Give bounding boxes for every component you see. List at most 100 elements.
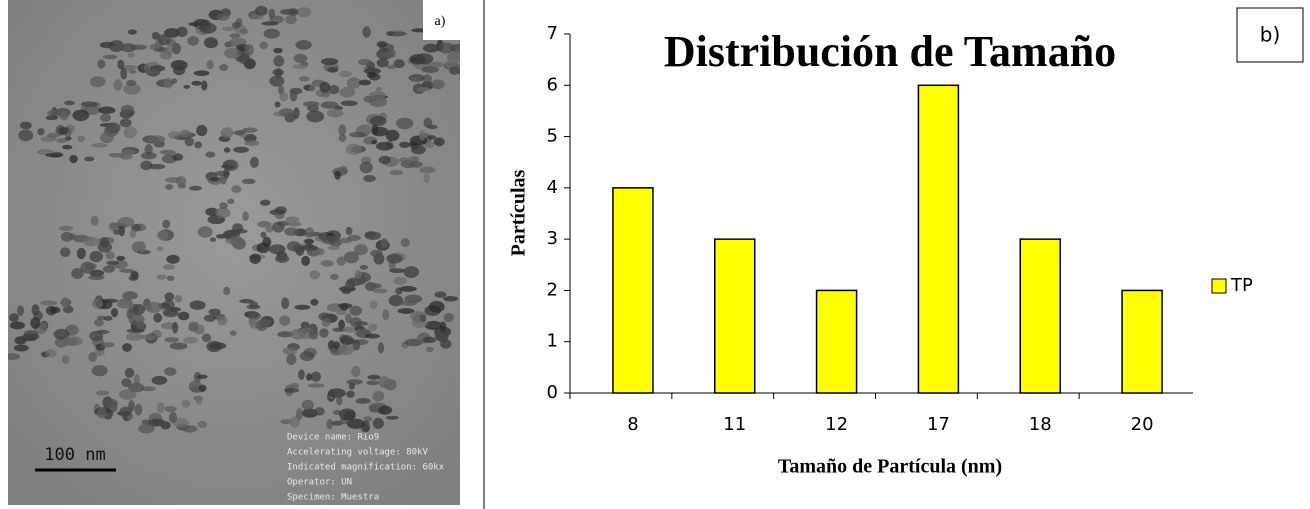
particle bbox=[434, 331, 448, 342]
particle bbox=[320, 57, 339, 66]
particle bbox=[372, 417, 384, 430]
particle bbox=[72, 109, 90, 122]
particle bbox=[220, 127, 234, 139]
particle bbox=[166, 254, 180, 264]
particle bbox=[433, 137, 445, 146]
particle bbox=[359, 264, 368, 270]
panel-label-box bbox=[1236, 7, 1304, 63]
particle bbox=[37, 128, 45, 136]
particle bbox=[285, 14, 297, 25]
particle bbox=[327, 388, 346, 398]
particle bbox=[90, 76, 106, 88]
particle bbox=[91, 365, 108, 377]
particle bbox=[219, 202, 228, 210]
particle bbox=[293, 107, 300, 120]
particle bbox=[123, 83, 141, 95]
particle bbox=[363, 68, 381, 75]
particle bbox=[296, 7, 312, 18]
x-axis-label: Tamaño de Partícula (nm) bbox=[778, 456, 1002, 478]
particle bbox=[272, 68, 284, 76]
y-tick-label: 0 bbox=[547, 382, 558, 403]
particle bbox=[69, 154, 78, 164]
particle bbox=[119, 118, 132, 128]
particle bbox=[378, 155, 391, 165]
particle bbox=[415, 53, 434, 65]
particle bbox=[182, 336, 199, 344]
particle bbox=[119, 406, 132, 418]
particle bbox=[338, 124, 347, 136]
particle bbox=[272, 221, 285, 233]
particle bbox=[122, 343, 132, 352]
particle bbox=[167, 131, 181, 139]
particle bbox=[339, 86, 356, 98]
particle bbox=[206, 41, 219, 48]
particle bbox=[295, 408, 303, 420]
particle bbox=[351, 365, 361, 378]
particle bbox=[128, 313, 145, 326]
particle bbox=[223, 167, 230, 179]
particle bbox=[309, 270, 321, 280]
particle bbox=[229, 33, 241, 38]
particle bbox=[56, 138, 68, 143]
particle bbox=[354, 269, 362, 279]
particle bbox=[315, 247, 325, 256]
particle bbox=[40, 300, 57, 306]
particle bbox=[175, 176, 187, 186]
particle bbox=[319, 81, 331, 93]
particle bbox=[369, 116, 387, 127]
particle bbox=[310, 298, 319, 306]
particle bbox=[327, 245, 340, 251]
particle bbox=[274, 101, 281, 108]
particle bbox=[164, 292, 175, 302]
particle bbox=[265, 225, 274, 233]
particle bbox=[303, 101, 320, 107]
particle bbox=[105, 122, 121, 134]
particle bbox=[462, 76, 476, 86]
particle bbox=[108, 222, 117, 232]
particle bbox=[450, 43, 460, 53]
particle bbox=[274, 206, 287, 214]
particle bbox=[77, 135, 86, 143]
particle bbox=[193, 70, 210, 76]
y-tick-label: 2 bbox=[547, 279, 558, 300]
particle bbox=[344, 279, 356, 291]
particle bbox=[449, 66, 460, 75]
particle bbox=[326, 108, 344, 118]
particle bbox=[305, 227, 315, 236]
particle bbox=[47, 109, 62, 117]
bar bbox=[1019, 238, 1061, 394]
particle bbox=[349, 305, 363, 316]
particle bbox=[223, 286, 231, 296]
particle bbox=[320, 101, 339, 109]
particle bbox=[117, 217, 135, 228]
particle bbox=[306, 373, 313, 381]
particle bbox=[372, 390, 385, 402]
particle bbox=[164, 337, 180, 343]
particle bbox=[345, 143, 362, 156]
particle bbox=[301, 255, 311, 266]
particle bbox=[285, 216, 300, 223]
particle bbox=[197, 226, 213, 238]
particle bbox=[62, 144, 73, 150]
particle bbox=[53, 328, 70, 340]
particle bbox=[61, 355, 70, 364]
particle bbox=[201, 333, 212, 343]
x-tick-label: 12 bbox=[825, 414, 848, 435]
particle bbox=[110, 44, 125, 49]
particle bbox=[221, 164, 235, 169]
particle bbox=[403, 266, 420, 278]
particle bbox=[113, 79, 123, 91]
particle bbox=[354, 243, 368, 256]
particle bbox=[121, 378, 132, 388]
particle bbox=[340, 100, 358, 107]
particle bbox=[223, 147, 231, 153]
particle bbox=[100, 113, 111, 123]
particle bbox=[128, 69, 137, 75]
particle bbox=[169, 342, 188, 350]
particle bbox=[163, 77, 173, 89]
particle bbox=[45, 349, 57, 358]
particle bbox=[343, 251, 359, 264]
particle bbox=[231, 185, 242, 193]
particle bbox=[181, 399, 191, 408]
info-line: Operator: UN bbox=[287, 478, 352, 488]
